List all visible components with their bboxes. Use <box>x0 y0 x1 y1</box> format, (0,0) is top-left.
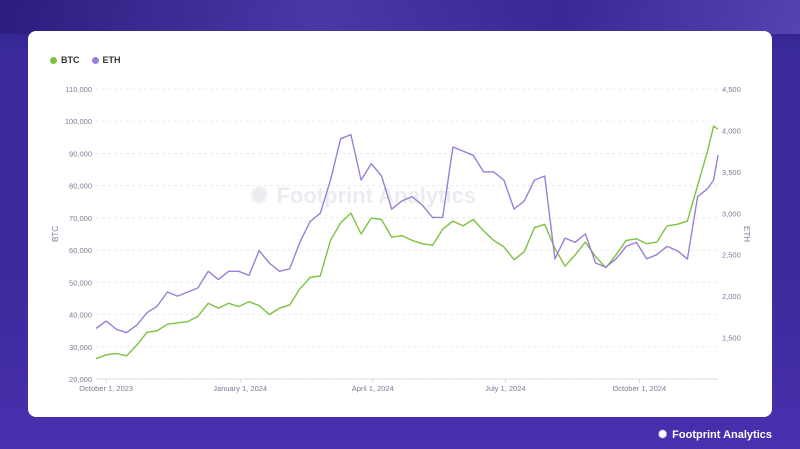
y-tick-right: 3,000 <box>722 209 741 218</box>
x-tick: October 1, 2023 <box>79 384 133 393</box>
x-axis: October 1, 2023 January 1, 2024 April 1, 2… <box>79 378 718 393</box>
y-tick-left: 60,000 <box>69 246 92 255</box>
y-tick-left: 50,000 <box>69 278 92 287</box>
y-axis-right-title: ETH <box>742 226 751 242</box>
y-axis-left-title: BTC <box>51 226 60 242</box>
y-tick-right: 1,500 <box>722 334 741 343</box>
y-tick-left: 70,000 <box>69 214 92 223</box>
legend-dot-btc <box>50 56 57 64</box>
footprint-logo-icon: ✺ <box>657 429 668 441</box>
legend-item-btc[interactable]: BTC <box>50 55 80 65</box>
x-tick: July 1, 2024 <box>485 384 525 393</box>
y-tick-left: 80,000 <box>69 182 92 191</box>
y-tick-left: 30,000 <box>69 343 92 352</box>
y-tick-right: 2,500 <box>722 251 741 260</box>
series-lines <box>95 125 719 360</box>
legend-item-eth[interactable]: ETH <box>91 55 121 65</box>
watermark-text: Footprint Analytics <box>276 183 477 208</box>
y-axis-left: 20,000 30,000 40,000 50,000 60,000 70,000 80,0… <box>65 85 92 384</box>
y-tick-left: 100,000 <box>65 117 92 126</box>
x-tick: October 1, 2024 <box>612 384 666 393</box>
legend-label-eth: ETH <box>102 55 121 65</box>
series-line-btc <box>95 125 719 360</box>
y-tick-right: 2,000 <box>722 292 741 301</box>
y-axis-right: 1,500 2,000 2,500 3,000 3,500 4,000 4,500 <box>722 85 741 343</box>
legend-label-btc: BTC <box>61 55 80 65</box>
y-tick-right: 3,500 <box>722 168 741 177</box>
y-tick-right: 4,000 <box>722 126 741 135</box>
brand-name: Footprint Analytics <box>672 428 772 441</box>
watermark: ✺ Footprint Analytics <box>250 183 476 209</box>
header-background <box>0 0 800 34</box>
x-tick: January 1, 2024 <box>213 384 267 393</box>
watermark-logo-icon: ✺ <box>250 183 269 208</box>
chart-card: BTC ETH ✺ Footprint Analytics 20,000 30,0… <box>28 31 772 417</box>
legend-dot-eth <box>91 56 99 64</box>
y-tick-left: 110,000 <box>65 85 92 94</box>
chart-legend: BTC ETH <box>50 55 121 65</box>
y-tick-left: 90,000 <box>69 149 92 158</box>
series-line-eth <box>95 133 719 334</box>
y-tick-right: 4,500 <box>722 85 741 94</box>
brand-footer: ✺ Footprint Analytics <box>657 428 772 442</box>
grid-lines <box>96 88 718 380</box>
y-tick-left: 40,000 <box>69 311 92 320</box>
line-chart: 20,000 30,000 40,000 50,000 60,000 70,000 80,0… <box>51 85 751 393</box>
y-tick-left: 20,000 <box>69 375 92 384</box>
x-tick: April 1, 2024 <box>352 384 394 393</box>
